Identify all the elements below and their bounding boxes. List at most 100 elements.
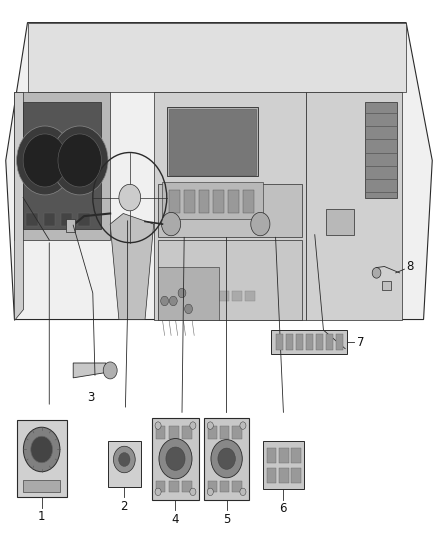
Circle shape xyxy=(207,488,213,496)
Circle shape xyxy=(161,296,169,306)
Circle shape xyxy=(103,362,117,379)
Bar xyxy=(306,92,402,319)
Polygon shape xyxy=(110,214,154,319)
Bar xyxy=(213,190,224,214)
Bar xyxy=(198,190,209,214)
Polygon shape xyxy=(28,22,406,92)
Bar xyxy=(245,292,254,301)
Bar xyxy=(26,213,38,226)
Bar xyxy=(286,334,293,350)
Polygon shape xyxy=(14,92,110,240)
Bar xyxy=(44,213,55,226)
Circle shape xyxy=(119,184,141,211)
Circle shape xyxy=(155,488,161,496)
Bar xyxy=(169,109,256,175)
Text: 7: 7 xyxy=(357,336,364,349)
Circle shape xyxy=(162,213,181,236)
Bar xyxy=(291,448,301,463)
Circle shape xyxy=(113,446,135,473)
Circle shape xyxy=(51,126,108,195)
Bar xyxy=(382,281,391,290)
Circle shape xyxy=(190,488,196,496)
Text: 3: 3 xyxy=(87,391,94,404)
Bar xyxy=(193,292,202,301)
Bar xyxy=(156,481,166,492)
Bar xyxy=(17,420,67,497)
Circle shape xyxy=(211,440,242,478)
Bar xyxy=(169,425,179,439)
Text: 6: 6 xyxy=(279,503,287,515)
Circle shape xyxy=(31,436,53,463)
Bar xyxy=(61,213,72,226)
Circle shape xyxy=(185,304,192,314)
Bar xyxy=(296,334,304,350)
Bar xyxy=(180,292,189,301)
Text: 5: 5 xyxy=(223,513,230,526)
Bar xyxy=(208,425,217,439)
Circle shape xyxy=(23,134,67,187)
Text: 8: 8 xyxy=(406,260,413,273)
Circle shape xyxy=(58,134,102,187)
Bar xyxy=(66,219,75,231)
Bar xyxy=(279,468,289,483)
Bar xyxy=(243,190,254,214)
Bar xyxy=(276,334,283,350)
Circle shape xyxy=(170,296,177,306)
Text: 2: 2 xyxy=(120,500,128,513)
Polygon shape xyxy=(14,92,23,319)
Polygon shape xyxy=(73,363,106,378)
Circle shape xyxy=(17,126,73,195)
Bar xyxy=(336,334,343,350)
Bar xyxy=(233,425,242,439)
Bar xyxy=(182,425,191,439)
Bar xyxy=(158,240,302,319)
Polygon shape xyxy=(6,22,432,319)
Bar xyxy=(267,448,276,463)
Bar xyxy=(279,448,289,463)
Bar xyxy=(206,292,215,301)
Bar xyxy=(158,184,302,237)
Bar xyxy=(158,266,219,319)
Bar xyxy=(208,481,217,492)
Bar xyxy=(306,334,314,350)
Circle shape xyxy=(23,427,60,472)
Bar xyxy=(220,425,230,439)
Bar xyxy=(219,292,229,301)
Bar xyxy=(232,292,242,301)
Bar xyxy=(325,334,333,350)
Circle shape xyxy=(240,488,246,496)
Circle shape xyxy=(159,439,192,479)
Bar xyxy=(167,108,258,176)
Bar xyxy=(365,102,397,198)
Bar xyxy=(78,213,90,226)
Bar xyxy=(325,209,354,235)
Circle shape xyxy=(119,453,130,466)
Bar xyxy=(262,441,304,489)
Bar xyxy=(169,190,180,214)
Bar xyxy=(220,481,230,492)
Circle shape xyxy=(178,288,186,298)
Text: 1: 1 xyxy=(38,511,46,523)
Bar xyxy=(167,292,177,301)
Circle shape xyxy=(155,422,161,429)
Bar xyxy=(162,182,262,219)
Bar xyxy=(233,481,242,492)
Polygon shape xyxy=(23,102,102,229)
Bar xyxy=(108,441,141,487)
Bar xyxy=(182,481,191,492)
Bar xyxy=(152,418,199,500)
Bar xyxy=(169,481,179,492)
Circle shape xyxy=(166,447,185,470)
Bar xyxy=(267,468,276,483)
Bar xyxy=(23,480,60,492)
Bar xyxy=(204,418,250,500)
Bar xyxy=(316,334,323,350)
Circle shape xyxy=(190,422,196,429)
Circle shape xyxy=(207,422,213,429)
Text: 4: 4 xyxy=(172,513,179,526)
Circle shape xyxy=(218,448,235,470)
Bar xyxy=(156,425,166,439)
Bar xyxy=(184,190,194,214)
Circle shape xyxy=(251,213,270,236)
Bar xyxy=(154,92,306,319)
